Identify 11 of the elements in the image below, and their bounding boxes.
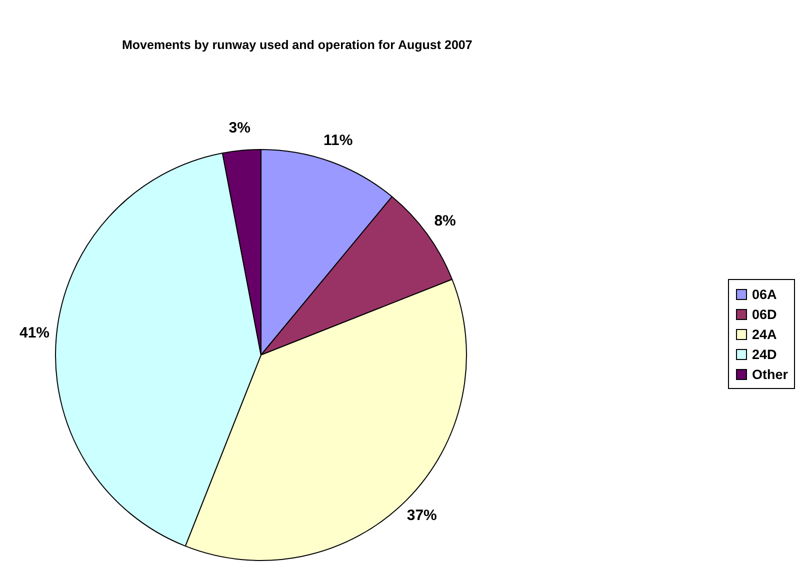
legend-label: 06D xyxy=(752,306,777,322)
data-label: 41% xyxy=(19,324,50,342)
data-label: 8% xyxy=(434,212,456,230)
data-label: 3% xyxy=(228,120,250,137)
legend-label: 24D xyxy=(752,346,777,362)
chart-title: Movements by runway used and operation for August 2007 xyxy=(122,38,472,52)
data-label: 11% xyxy=(323,132,353,150)
legend-label: 06A xyxy=(752,286,777,302)
legend-label: Other xyxy=(752,366,788,382)
legend-label: 24A xyxy=(752,326,777,342)
data-label: 37% xyxy=(406,507,437,524)
